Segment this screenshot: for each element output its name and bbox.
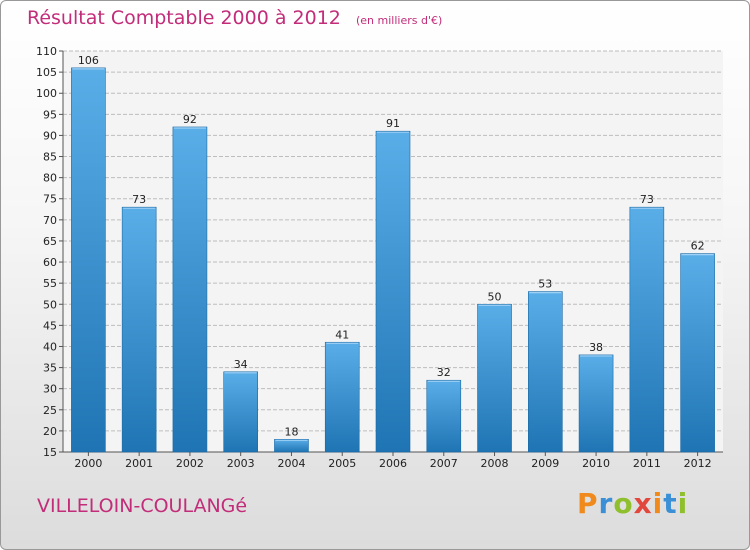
x-tick-label-2004: 2004 [277,457,305,470]
bar-2009 [528,291,563,453]
title-row: Résultat Comptable 2000 à 2012 (en milli… [27,7,442,29]
chart-title: Résultat Comptable 2000 à 2012 [27,7,341,29]
bar-2005 [324,341,360,453]
value-label-2001: 73 [132,193,146,206]
y-tick-label: 30 [43,383,57,396]
y-tick-label: 50 [43,298,57,311]
y-tick-label: 65 [43,235,57,248]
value-label-2007: 32 [437,366,451,379]
chart-unit: (en milliers d'€) [355,14,443,27]
x-tick-label-2006: 2006 [379,457,407,470]
y-tick-label: 105 [36,66,57,79]
value-label-2012: 62 [691,240,705,253]
bar-2007 [426,379,462,453]
bar-2006 [375,130,411,453]
value-label-2004: 18 [284,425,298,438]
value-label-2010: 38 [589,341,603,354]
bar-2001 [121,206,157,453]
proxiti-logo: Proxiti [577,487,689,520]
y-tick-label: 90 [43,129,57,142]
value-label-2005: 41 [335,328,349,341]
x-tick-label-2007: 2007 [430,457,458,470]
y-tick-label: 55 [43,277,57,290]
bar-2010 [578,354,614,453]
x-tick-label-2000: 2000 [74,457,102,470]
bar-2012 [680,253,715,453]
bar-2000 [71,67,106,453]
y-tick-label: 70 [43,214,57,227]
y-tick-label: 100 [36,87,57,100]
value-label-2002: 92 [183,113,197,126]
y-tick-label: 60 [43,256,57,269]
value-label-2003: 34 [234,358,248,371]
y-tick-label: 40 [43,340,57,353]
y-tick-label: 15 [43,446,57,459]
value-label-2008: 50 [488,290,502,303]
bar-2002 [172,126,208,453]
bar-2004 [274,439,309,453]
y-tick-label: 45 [43,319,57,332]
value-label-2011: 73 [640,193,654,206]
x-tick-label-2010: 2010 [582,457,610,470]
x-tick-label-2002: 2002 [176,457,204,470]
x-tick-label-2009: 2009 [531,457,559,470]
y-tick-label: 35 [43,362,57,375]
y-tick-label: 95 [43,108,57,121]
x-tick-label-2011: 2011 [633,457,661,470]
bar-2008 [477,303,512,453]
x-tick-label-2001: 2001 [125,457,153,470]
x-tick-label-2012: 2012 [684,457,712,470]
value-label-2000: 106 [78,54,99,67]
value-label-2009: 53 [538,278,552,291]
y-tick-label: 20 [43,425,57,438]
bar-2011 [629,206,665,453]
x-tick-label-2005: 2005 [328,457,356,470]
x-tick-label-2003: 2003 [227,457,255,470]
y-tick-label: 80 [43,172,57,185]
x-tick-label-2008: 2008 [481,457,509,470]
value-label-2006: 91 [386,117,400,130]
commune-name: VILLELOIN-COULANGé [37,495,248,517]
y-tick-label: 25 [43,404,57,417]
y-tick-label: 110 [36,45,57,58]
bar-2003 [223,371,258,453]
y-tick-label: 75 [43,193,57,206]
y-tick-label: 85 [43,151,57,164]
